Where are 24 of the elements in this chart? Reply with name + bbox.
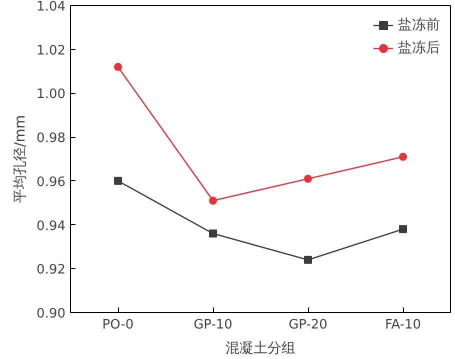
legend-label: 盐冻后 [398,39,440,57]
y-tick-label: 0.92 [36,262,66,278]
point [209,196,217,205]
x-tick-label: FA-10 [384,318,422,332]
y-tick-label: 1.00 [36,87,66,102]
legend-label: 盐冻前 [398,16,440,34]
point [114,62,122,71]
y-tick-label: 0.96 [36,174,66,190]
y-tick-label: 0.94 [36,218,66,234]
x-tick-label: PO-0 [102,318,134,332]
y-tick-label: 0.90 [36,306,66,322]
point [399,225,407,234]
point [209,230,217,238]
x-axis-title: 混凝土分组 [226,340,296,356]
x-tick-label: GP-20 [288,318,328,332]
point [399,152,407,161]
x-tick-label: GP-10 [194,318,232,332]
y-tick-label: 1.04 [36,0,66,14]
point [304,174,312,183]
point [114,176,122,185]
y-axis-title: 平均孔径/mm [12,114,29,203]
y-tick-label: 1.02 [36,43,66,58]
y-tick-label: 0.98 [36,131,66,146]
point [304,256,312,264]
